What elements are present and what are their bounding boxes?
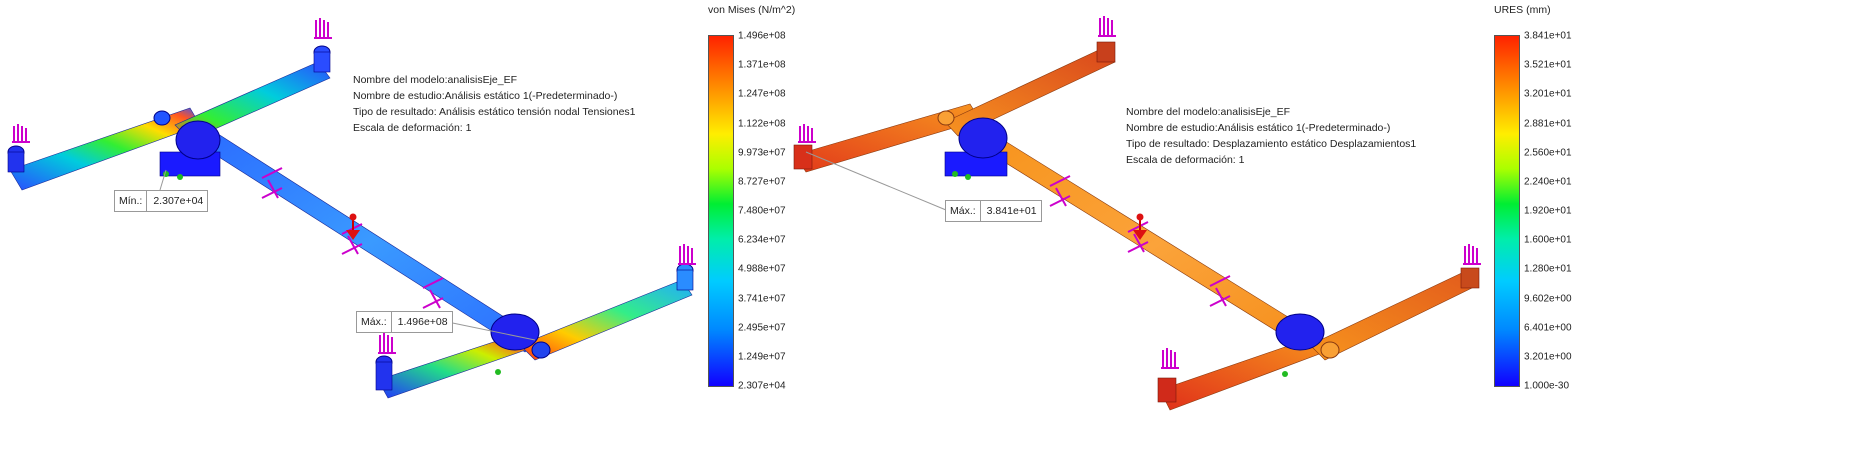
roller-icon-group xyxy=(163,171,501,375)
disp-legend-labels: 3.841e+01 3.521e+01 3.201e+01 2.881e+01 2.56… xyxy=(1524,0,1584,473)
disp-max-callout[interactable]: Máx.: 3.841e+01 xyxy=(945,200,1042,222)
study-name-text: Nombre de estudio:Análisis estático 1(-P… xyxy=(353,90,618,102)
disp-legend-label: 2.560e+01 xyxy=(1524,147,1572,159)
stress-legend-label: 3.741e+07 xyxy=(738,293,786,304)
max-value: 1.496e+08 xyxy=(397,316,448,328)
disp-max-label: Máx.: xyxy=(946,201,981,221)
disp-study-name-text: Nombre de estudio:Análisis estático 1(-P… xyxy=(1126,122,1391,134)
stress-legend-label: 4.988e+07 xyxy=(738,263,786,275)
hub-upper xyxy=(175,120,221,160)
disp-main-shaft xyxy=(984,137,1326,353)
hub-lower xyxy=(490,313,540,351)
load-arrow-icon xyxy=(346,213,360,240)
end-post-top-left xyxy=(7,151,25,173)
disp-collar-upper xyxy=(937,110,955,126)
disp-legend-colorbar[interactable] xyxy=(1494,35,1520,387)
stress-legend-label: 2.307e+04 xyxy=(738,380,786,392)
disp-legend-title: URES (mm) xyxy=(1494,4,1551,16)
study-info-block: Nombre del modelo:analisisEje_EF Nombre … xyxy=(353,72,636,136)
stress-legend-label: 1.247e+08 xyxy=(738,88,786,100)
stress-legend-label: 9.973e+07 xyxy=(738,147,786,159)
disp-legend-label: 1.600e+01 xyxy=(1524,234,1572,246)
legend-labels: 1.496e+08 1.371e+08 1.247e+08 1.122e+08 9.97… xyxy=(738,0,798,473)
disp-fixture-icon-group xyxy=(798,16,1481,369)
stress-legend-label: 1.496e+08 xyxy=(738,30,786,42)
disp-result-type-text: Tipo de resultado: Desplazamiento estáti… xyxy=(1126,138,1417,150)
stress-result-panel: Nombre del modelo:analisisEje_EF Nombre … xyxy=(0,0,937,473)
collar-upper xyxy=(153,110,171,126)
disp-legend-label: 9.602e+00 xyxy=(1524,293,1572,304)
disp-end-post-bottom-right xyxy=(1460,267,1480,289)
stress-legend-label: 6.234e+07 xyxy=(738,234,786,246)
arm-bottom-right xyxy=(519,279,693,361)
disp-deformation-scale-text: Escala de deformación: 1 xyxy=(1126,154,1245,166)
stress-legend-label: 7.480e+07 xyxy=(738,205,786,217)
min-value: 2.307e+04 xyxy=(153,195,204,207)
end-post-bottom-left xyxy=(375,361,393,391)
max-callout[interactable]: Máx.: 1.496e+08 xyxy=(356,311,453,333)
disp-legend-label: 3.201e+00 xyxy=(1524,351,1572,363)
disp-model-name-text: Nombre del modelo:analisisEje_EF xyxy=(1126,106,1290,118)
disp-legend-label: 1.920e+01 xyxy=(1524,205,1572,217)
disp-legend-label: 2.240e+01 xyxy=(1524,176,1572,188)
stress-legend-label: 2.495e+07 xyxy=(738,322,786,334)
stress-model-viewport[interactable] xyxy=(0,0,937,473)
collar-lower xyxy=(531,341,551,359)
min-callout[interactable]: Mín.: 2.307e+04 xyxy=(114,190,209,212)
stress-legend-label: 1.371e+08 xyxy=(738,59,786,71)
disp-legend-label: 3.841e+01 xyxy=(1524,30,1572,42)
disp-max-leader-line xyxy=(805,151,947,211)
max-leader-line xyxy=(437,319,536,341)
disp-end-post-top-left xyxy=(793,144,813,170)
end-post-top-right xyxy=(313,51,331,73)
disp-hub-upper xyxy=(958,117,1008,159)
min-leader-line xyxy=(159,169,167,191)
disp-end-post-top-right xyxy=(1096,41,1116,63)
disp-load-arrow-icon xyxy=(1133,213,1147,240)
disp-study-info-block: Nombre del modelo:analisisEje_EF Nombre … xyxy=(1126,104,1416,168)
disp-legend-label: 6.401e+00 xyxy=(1524,322,1572,334)
min-label: Mín.: xyxy=(115,191,148,211)
legend-colorbar[interactable] xyxy=(708,35,734,387)
stress-legend-label: 1.122e+08 xyxy=(738,118,786,129)
legend-title: von Mises (N/m^2) xyxy=(708,4,796,16)
disp-hub-lower xyxy=(1275,313,1325,351)
stress-legend-label: 1.249e+07 xyxy=(738,351,786,363)
disp-legend-label: 3.201e+01 xyxy=(1524,88,1572,100)
end-post-bottom-right xyxy=(676,269,694,291)
disp-legend-label: 3.521e+01 xyxy=(1524,59,1572,71)
disp-legend-label: 1.280e+01 xyxy=(1524,263,1572,275)
deformation-scale-text: Escala de deformación: 1 xyxy=(353,122,472,134)
disp-max-value: 3.841e+01 xyxy=(986,205,1037,217)
model-name-text: Nombre del modelo:analisisEje_EF xyxy=(353,74,517,86)
stress-legend-label: 8.727e+07 xyxy=(738,176,786,188)
max-label: Máx.: xyxy=(357,312,392,332)
disp-end-post-bottom-left xyxy=(1157,377,1177,403)
disp-legend-label: 1.000e-30 xyxy=(1524,380,1570,392)
disp-legend-label: 2.881e+01 xyxy=(1524,118,1572,129)
result-type-text: Tipo de resultado: Análisis estático ten… xyxy=(353,106,636,118)
disp-collar-lower xyxy=(1320,341,1340,359)
disp-roller-icon-group xyxy=(952,171,1288,377)
